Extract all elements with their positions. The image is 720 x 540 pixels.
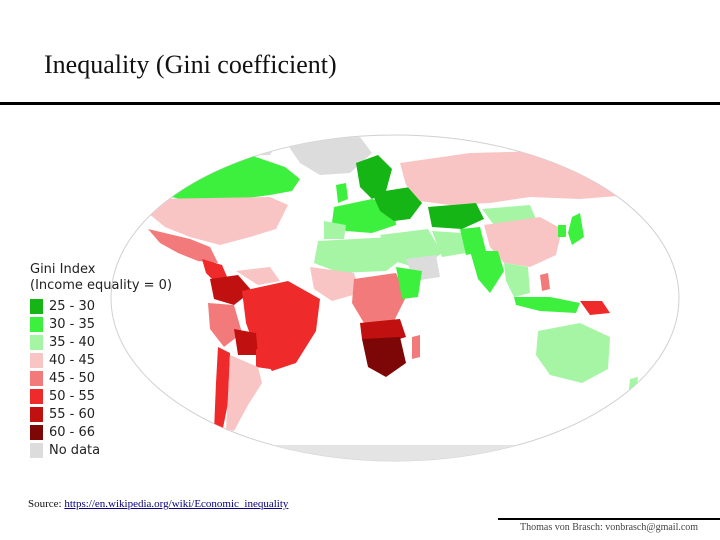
world-map [110, 133, 680, 463]
footer-author: Thomas von Brasch: vonbrasch@gmail.com [520, 522, 699, 533]
legend-label: 35 - 40 [49, 335, 96, 350]
region-papua [580, 301, 610, 315]
region-uk [336, 183, 348, 203]
region-india [470, 251, 504, 293]
region-arctic-islands [190, 139, 280, 157]
legend-label: 30 - 35 [49, 317, 96, 332]
region-usa [148, 197, 288, 245]
region-philippines [540, 273, 550, 291]
region-scandinavia [356, 155, 392, 199]
legend-item: 30 - 35 [30, 316, 180, 333]
region-japan [568, 213, 584, 245]
region-iran [432, 231, 466, 257]
region-colombia [210, 275, 252, 305]
region-kazakhstan [428, 203, 484, 229]
region-australia [536, 323, 610, 383]
world-map-svg [110, 134, 680, 462]
map-legend: Gini Index (Income equality = 0) 25 - 30… [30, 262, 180, 460]
legend-swatch [30, 389, 43, 404]
region-southeast-asia [504, 263, 530, 297]
region-alaska [115, 169, 155, 199]
region-russia [400, 151, 658, 205]
region-north-africa [314, 237, 402, 273]
region-mexico [148, 229, 218, 263]
legend-item: 40 - 45 [30, 352, 180, 369]
legend-item: No data [30, 442, 180, 459]
legend-swatch [30, 299, 43, 314]
legend-subtitle: (Income equality = 0) [30, 278, 173, 293]
legend-item: 25 - 30 [30, 298, 180, 315]
slide-title: Inequality (Gini coefficient) [44, 50, 337, 79]
region-bolivia [234, 329, 258, 355]
region-chile [214, 347, 230, 433]
region-brazil [242, 281, 320, 371]
legend-label: 45 - 50 [49, 371, 96, 386]
legend-label: 60 - 66 [49, 425, 96, 440]
source-prefix: Source: [28, 498, 65, 510]
region-central-america [202, 259, 228, 283]
legend-item: 50 - 55 [30, 388, 180, 405]
legend-item: 60 - 66 [30, 424, 180, 441]
legend-item: 55 - 60 [30, 406, 180, 423]
legend-swatch [30, 317, 43, 332]
region-peru [208, 303, 242, 347]
legend-swatch [30, 425, 43, 440]
region-east-africa [396, 267, 422, 299]
region-antarctica [111, 445, 679, 461]
region-madagascar [412, 335, 420, 359]
legend-swatch [30, 443, 43, 458]
legend-title: Gini Index [30, 262, 96, 277]
legend-label: 40 - 45 [49, 353, 96, 368]
legend-label: 25 - 30 [49, 299, 96, 314]
region-indonesia [514, 297, 580, 313]
source-link[interactable]: https://en.wikipedia.org/wiki/Economic_i… [64, 498, 289, 510]
region-venezuela [236, 267, 280, 285]
source-citation: Source: https://en.wikipedia.org/wiki/Ec… [28, 498, 288, 510]
legend-label: 50 - 55 [49, 389, 96, 404]
legend-item: 35 - 40 [30, 334, 180, 351]
legend-swatch [30, 371, 43, 386]
region-greenland [285, 137, 372, 175]
region-pakistan-afghanistan [460, 227, 486, 255]
legend-rows: 25 - 30 30 - 35 35 - 40 40 - 45 45 - 50 50 - … [30, 298, 180, 459]
legend-swatch [30, 335, 43, 350]
region-korea [558, 225, 566, 237]
legend-item: 45 - 50 [30, 370, 180, 387]
legend-label: No data [49, 443, 101, 458]
region-west-africa [310, 267, 360, 301]
region-east-europe [372, 187, 422, 221]
legend-swatch [30, 353, 43, 368]
legend-label: 55 - 60 [49, 407, 96, 422]
footer-divider [498, 518, 720, 520]
region-southern-africa [362, 337, 406, 377]
region-china [484, 217, 562, 267]
region-argentina [226, 355, 262, 431]
region-paraguay [256, 349, 272, 369]
legend-swatch [30, 407, 43, 422]
region-central-africa [352, 273, 406, 323]
region-iberia [324, 221, 346, 239]
title-divider [0, 102, 720, 105]
